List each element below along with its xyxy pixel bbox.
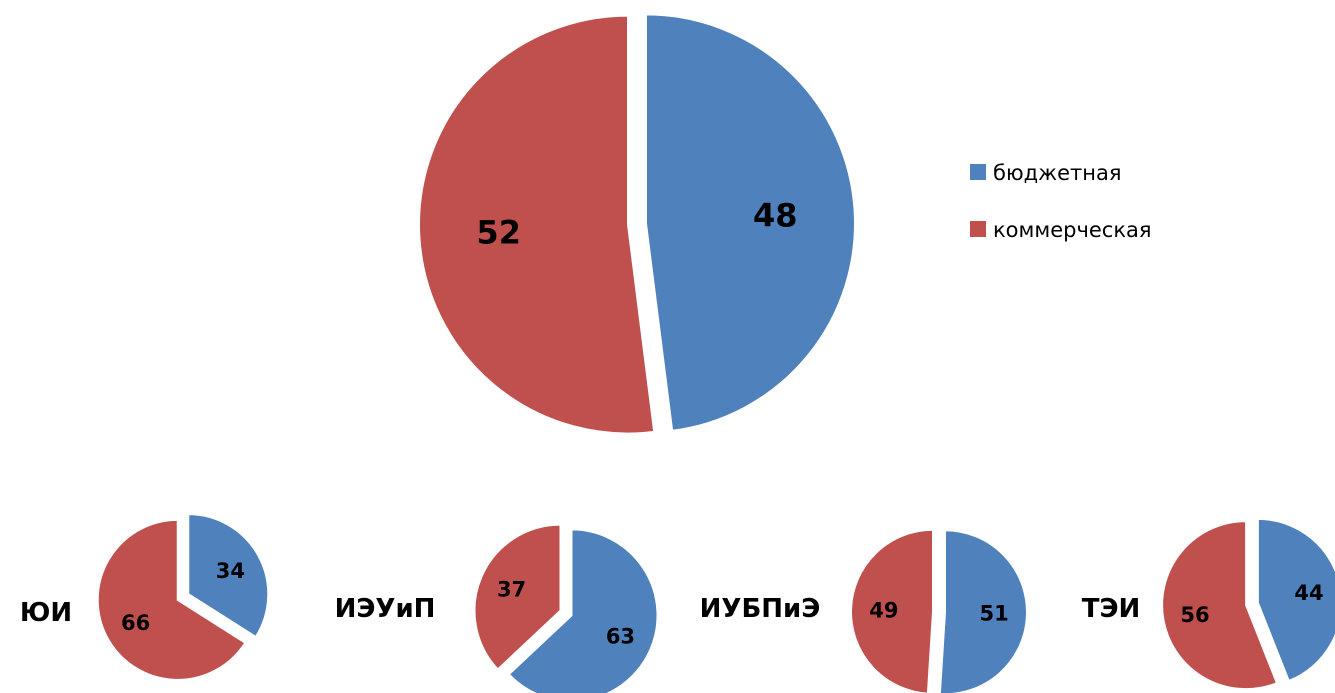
pie-2-slice-budget [507, 528, 659, 693]
pie-4-slice-budget [1256, 517, 1335, 683]
pie-2-label-commercial: 37 [497, 577, 526, 601]
pie-2: 63 37 ИЭУиП [335, 523, 659, 693]
pie-3-title: ИУБПиЭ [700, 594, 821, 624]
pie-2-slice-commercial [473, 523, 562, 671]
pie-4-label-commercial: 56 [1180, 603, 1209, 627]
pie-1: 34 66 ЮИ [20, 513, 270, 681]
pie-3-slice-commercial [850, 528, 935, 693]
pie-1-slice-commercial [96, 518, 247, 681]
pie-1-label-commercial: 66 [121, 611, 150, 635]
pie-1-title: ЮИ [20, 598, 72, 628]
pie-0-label-commercial: 52 [476, 214, 521, 252]
pie-2-label-budget: 63 [606, 625, 635, 649]
pie-2-title: ИЭУиП [335, 594, 436, 624]
legend-swatch-commercial [970, 221, 986, 237]
pie-0: 48 52 [418, 13, 856, 435]
pie-3-label-commercial: 49 [869, 598, 898, 622]
pie-1-slice-budget [187, 513, 270, 639]
legend-label-commercial: коммерческая [993, 218, 1152, 242]
pie-4-label-budget: 44 [1294, 581, 1323, 605]
legend: бюджетная коммерческая [970, 161, 1152, 242]
pie-4-title: ТЭИ [1082, 594, 1141, 624]
pie-4: 44 56 ТЭИ [1082, 517, 1335, 691]
pie-0-slice-commercial [418, 14, 656, 435]
pie-4-slice-commercial [1161, 520, 1279, 691]
legend-swatch-budget [970, 164, 986, 180]
pie-3-label-budget: 51 [980, 602, 1009, 626]
pie-0-label-budget: 48 [753, 196, 798, 234]
pie-1-label-budget: 34 [216, 559, 245, 583]
legend-label-budget: бюджетная [993, 161, 1121, 185]
pie-0-slice-budget [644, 13, 856, 432]
pie-3: 51 49 ИУБПиЭ [700, 528, 1028, 693]
pie-3-slice-budget [938, 529, 1028, 693]
